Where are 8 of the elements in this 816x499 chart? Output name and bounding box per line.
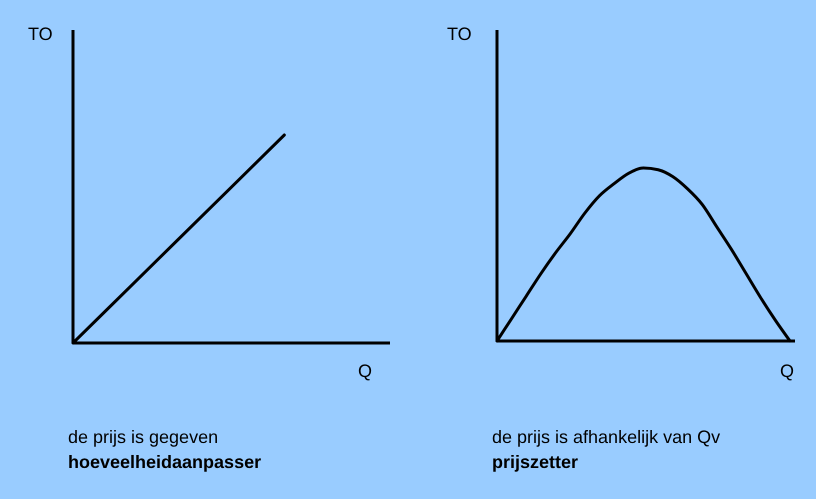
y-axis-title: TO bbox=[28, 24, 53, 44]
x-axis-title: Q bbox=[780, 361, 794, 381]
text: hoeveelheidaanpasser bbox=[68, 452, 262, 472]
y-axis-title: TO bbox=[447, 24, 472, 44]
text: de prijs is gegeven bbox=[68, 427, 218, 447]
x-axis-title: Q bbox=[358, 361, 372, 381]
text: prijszetter bbox=[492, 452, 578, 472]
text: de prijs is afhankelijk van Qv bbox=[492, 427, 720, 447]
